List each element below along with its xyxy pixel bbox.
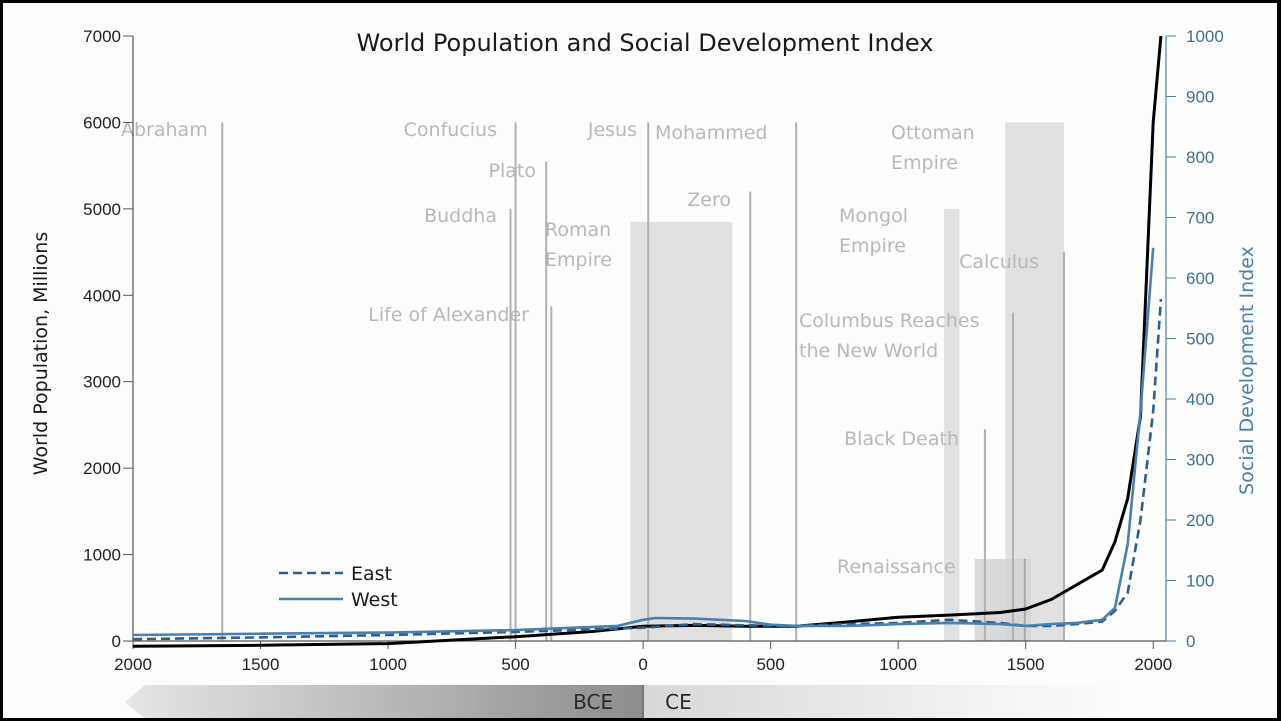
span-label-line: Empire [891, 152, 958, 174]
x-tick-label: 2000 [114, 655, 152, 674]
x-tick-label: 2000 [1134, 655, 1172, 674]
y-axis-label: World Population, Millions [30, 232, 52, 475]
y-tick-label: 6000 [83, 113, 121, 132]
legend-label-west: West [351, 589, 398, 611]
y2-tick-label: 900 [1186, 88, 1214, 107]
event-label: Buddha [424, 205, 497, 227]
x-tick-label: 1500 [242, 655, 280, 674]
x-tick-label: 0 [638, 655, 647, 674]
span-label: Renaissance [837, 556, 956, 578]
event-label: Abraham [121, 119, 208, 141]
event-label: Black Death [844, 428, 959, 450]
era-label-ce: CE [665, 690, 692, 714]
span-label-line: Ottoman [891, 122, 975, 144]
y2-tick-label: 1000 [1186, 27, 1224, 46]
span-renaissance [974, 558, 1031, 641]
y2-tick-label: 600 [1186, 269, 1214, 288]
y2-tick-label: 0 [1186, 632, 1195, 651]
y-tick-label: 5000 [83, 200, 121, 219]
y2-tick-label: 400 [1186, 390, 1214, 409]
series-east [132, 299, 1163, 641]
span-roman-empire [630, 221, 733, 642]
event-label: Zero [687, 189, 731, 211]
event-label: Columbus Reaches [799, 310, 980, 332]
event-label: Mohammed [655, 122, 767, 144]
y-tick-label: 0 [112, 632, 121, 651]
span-label-line: Mongol [839, 205, 908, 227]
ce-band [643, 685, 1147, 718]
bce-band [125, 685, 644, 718]
era-label-bce: BCE [573, 690, 613, 714]
span-label-line: Empire [545, 249, 612, 271]
y-tick-label: 3000 [83, 373, 121, 392]
y2-tick-label: 300 [1186, 451, 1214, 470]
x-tick-label: 500 [501, 655, 529, 674]
span-ottoman-empire [1005, 122, 1064, 641]
y2-tick-label: 200 [1186, 511, 1214, 530]
x-tick-label: 1500 [1007, 655, 1045, 674]
legend-label-east: East [351, 563, 392, 585]
span-label-line: Roman [545, 219, 611, 241]
x-tick-label: 1000 [879, 655, 917, 674]
y2-tick-label: 100 [1186, 572, 1214, 591]
event-label: Calculus [959, 251, 1039, 273]
y2-tick-label: 500 [1186, 330, 1214, 349]
event-label: Confucius [404, 119, 497, 141]
chart-title: World Population and Social Development … [357, 29, 934, 57]
y2-axis-label: Social Development Index [1236, 246, 1258, 495]
span-label-line: Empire [839, 235, 906, 257]
series-west [132, 247, 1155, 637]
span-mongol-empire [944, 208, 960, 641]
chart-frame: Roman Empire Mongol Empire Ottoman Empire Rena… [3, 3, 1277, 718]
y-tick-label: 2000 [83, 459, 121, 478]
event-label: Jesus [587, 119, 637, 141]
event-label: Life of Alexander [368, 304, 529, 326]
y-tick-label: 1000 [83, 546, 121, 565]
y2-tick-label: 800 [1186, 148, 1214, 167]
event-label: the New World [799, 340, 938, 362]
y-tick-label: 4000 [83, 286, 121, 305]
x-tick-label: 1000 [369, 655, 407, 674]
x-tick-label: 500 [756, 655, 784, 674]
population-development-chart: Roman Empire Mongol Empire Ottoman Empire Rena… [30, 27, 1258, 718]
y-tick-label: 7000 [83, 27, 121, 46]
y2-tick-label: 700 [1186, 209, 1214, 228]
event-label: Plato [489, 160, 536, 182]
series-population [132, 35, 1163, 648]
